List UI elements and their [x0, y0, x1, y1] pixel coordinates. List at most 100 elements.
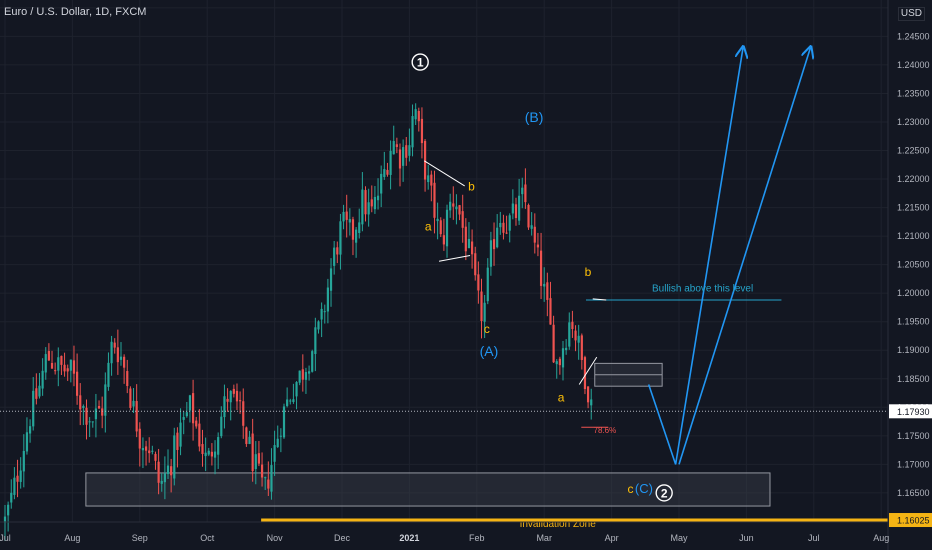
price-tick-label: 1.17000 — [897, 459, 930, 469]
price-tick-label: 1.19000 — [897, 345, 930, 355]
candle-body — [166, 465, 170, 475]
candle-body — [580, 335, 583, 360]
candle-body — [7, 504, 10, 516]
candle-body — [144, 446, 148, 451]
candle-body — [392, 141, 395, 155]
candle-body — [38, 385, 41, 397]
candle-body — [417, 111, 420, 122]
current-price-label: 1.17930 — [897, 407, 930, 417]
candle-body — [483, 302, 486, 322]
candle-body — [25, 432, 29, 452]
annotation-label: (C) — [635, 481, 653, 496]
candle-body — [577, 335, 580, 343]
price-tick-label: 1.17500 — [897, 431, 930, 441]
candle-body — [317, 321, 320, 330]
candle-body — [47, 351, 50, 361]
candle-body — [201, 444, 204, 454]
candle-body — [85, 407, 88, 425]
candle-body — [248, 436, 251, 445]
candle-body — [436, 218, 439, 222]
candle-body — [260, 464, 264, 478]
candle-body — [458, 205, 461, 215]
candle-body — [154, 453, 157, 461]
candle-body — [232, 388, 235, 394]
candle-body — [57, 357, 60, 371]
candle-body — [279, 435, 282, 437]
candle-body — [320, 308, 323, 320]
candle-body — [561, 348, 565, 368]
price-tick-label: 1.20500 — [897, 260, 930, 270]
candle-body — [226, 398, 229, 402]
candle-body — [467, 238, 471, 249]
time-tick-label: Feb — [469, 533, 485, 543]
candle-body — [383, 169, 386, 178]
candle-body — [439, 220, 442, 235]
wave-b-line-3 — [592, 298, 607, 301]
candle-body — [552, 324, 555, 363]
candle-body — [264, 477, 267, 479]
candle-body — [129, 388, 132, 408]
candle-body — [54, 370, 57, 372]
candle-body — [63, 364, 66, 372]
candle-body — [505, 232, 508, 234]
candle-body — [35, 388, 38, 399]
price-axis[interactable]: 1.24500 1.24000 1.23500 1.23000 1.22500 1.220… — [887, 0, 932, 550]
candle-body — [549, 298, 552, 325]
candle-body — [314, 327, 317, 354]
candle-body — [295, 382, 298, 397]
candle-body — [449, 201, 452, 211]
time-tick-label: Jul — [808, 533, 820, 543]
candle-body — [568, 322, 571, 347]
candle-body — [345, 211, 348, 220]
candle-body — [76, 371, 79, 396]
candle-body — [480, 291, 483, 321]
candle-body — [273, 445, 276, 462]
invalidation-price-tag — [889, 513, 932, 528]
candle-body — [3, 516, 7, 523]
candle-body — [119, 356, 123, 360]
price-tick-label: 1.24000 — [897, 60, 930, 70]
candle-body — [198, 423, 201, 447]
time-axis[interactable]: Jul Aug Sep Oct Nov Dec 2021 Feb Mar Apr May Jun Jul… — [0, 521, 889, 543]
wave-lines — [423, 160, 609, 428]
candle-body — [267, 479, 270, 489]
time-tick-label: Sep — [132, 533, 148, 543]
candle-body — [486, 267, 489, 302]
candle-body — [574, 330, 577, 341]
candle-body — [521, 187, 524, 195]
candle-body — [173, 435, 176, 479]
candle-body — [420, 118, 424, 144]
currency-unit-badge[interactable]: USD — [897, 7, 925, 21]
price-tick-label: 1.18500 — [897, 374, 930, 384]
candle-body — [398, 149, 402, 169]
candle-body — [185, 412, 188, 417]
horizontal-levels — [0, 299, 888, 522]
projection-path-2 — [678, 48, 810, 465]
candle-body — [13, 477, 16, 495]
annotation-label: c — [484, 322, 490, 336]
annotation-label: (A) — [480, 343, 499, 359]
time-tick-label: Oct — [200, 533, 215, 543]
candle-body — [289, 400, 292, 402]
candle-body — [138, 428, 141, 449]
candle-body — [323, 311, 326, 313]
candle-body — [342, 211, 345, 222]
candle-body — [433, 182, 436, 218]
chart-title: Euro / U.S. Dollar, 1D, FXCM — [4, 6, 147, 18]
candle-body — [423, 140, 427, 180]
candle-body — [82, 406, 85, 409]
current-price-tag — [889, 404, 932, 419]
candle-body — [333, 247, 336, 266]
candle-body — [380, 173, 383, 194]
candle-body — [91, 421, 94, 423]
candle-body — [402, 147, 405, 166]
candle-body — [242, 401, 245, 426]
candle-body — [367, 202, 370, 215]
candle-body — [386, 169, 389, 175]
time-tick-label: Dec — [334, 533, 351, 543]
candle-body — [565, 347, 568, 351]
price-axis-bg — [888, 0, 932, 550]
candle-body — [148, 450, 151, 454]
candle-body — [101, 408, 104, 416]
candle-body — [348, 219, 351, 223]
